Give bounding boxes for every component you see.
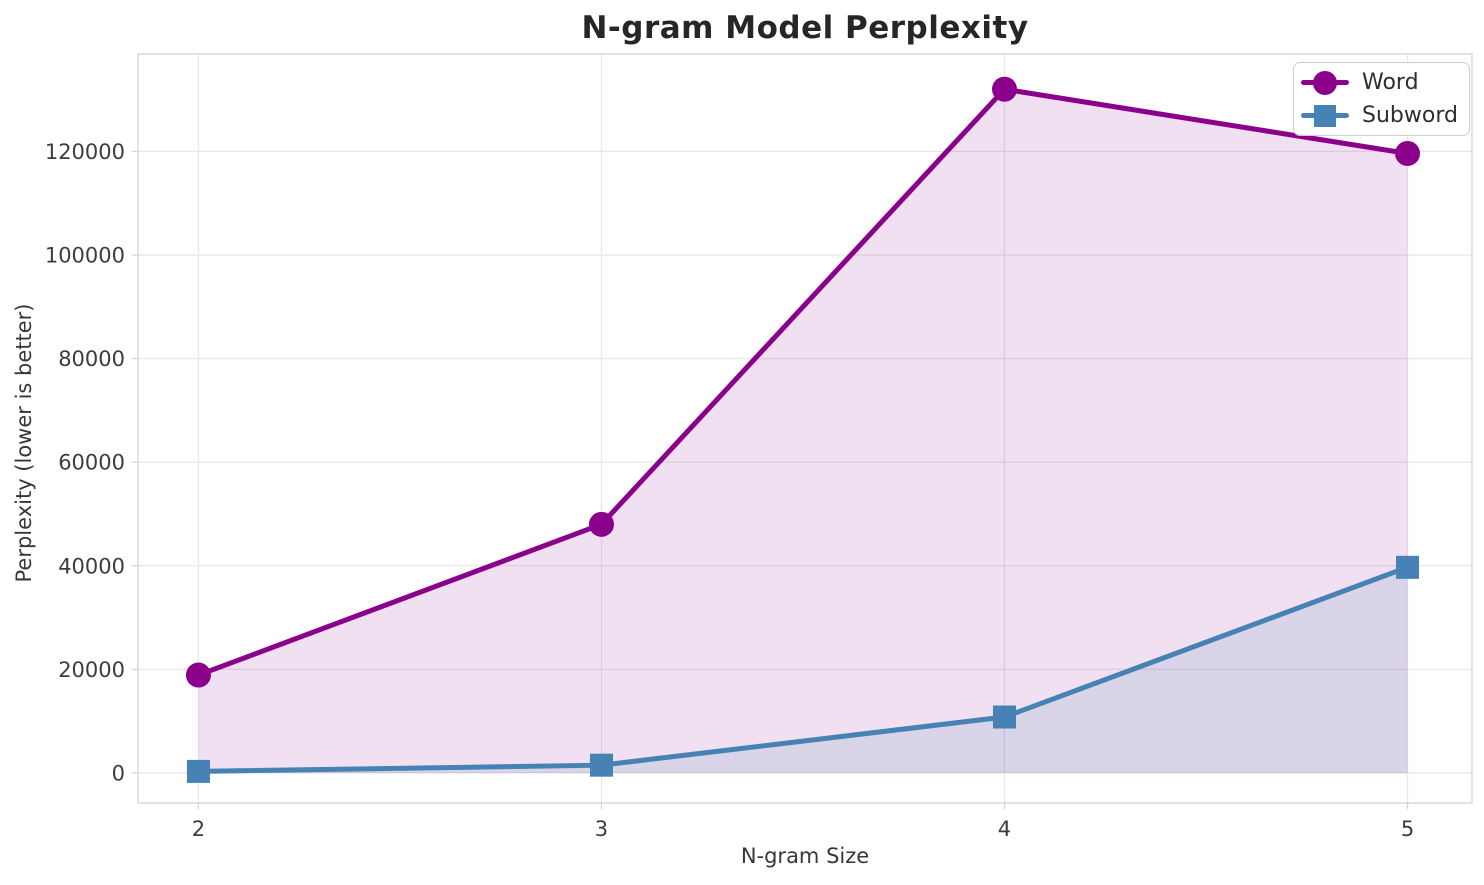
x-axis-label: N-gram Size — [740, 844, 870, 868]
y-tick-label: 60000 — [58, 451, 125, 475]
chart-title: N-gram Model Perplexity — [581, 10, 1029, 46]
word-circle-marker-icon — [1313, 70, 1337, 95]
subword-marker — [992, 705, 1016, 729]
x-tick-label: 5 — [1401, 817, 1414, 841]
subword-legend-sample — [1301, 100, 1349, 131]
word-marker — [185, 662, 211, 688]
y-tick-label: 80000 — [58, 347, 125, 371]
word-line — [195, 86, 1411, 678]
subword-marker — [186, 759, 210, 783]
legend-label-word: Word — [1362, 70, 1419, 95]
legend-item-subword: Subword — [1301, 100, 1459, 131]
legend: Word Subword — [1293, 62, 1470, 136]
subword-area — [198, 567, 1408, 773]
word-area — [198, 89, 1408, 773]
word-marker — [1395, 140, 1421, 166]
subword-line — [195, 564, 1411, 774]
legend-item-word: Word — [1301, 67, 1459, 98]
y-tick-label: 40000 — [58, 554, 125, 578]
word-marker — [991, 76, 1017, 102]
subword-marker — [589, 753, 613, 777]
y-tick-label: 0 — [112, 761, 125, 785]
x-tick-label: 3 — [595, 817, 608, 841]
subword-marker — [1396, 555, 1420, 579]
y-axis-label: Perplexity (lower is better) — [12, 303, 36, 583]
y-tick-label: 120000 — [45, 140, 125, 164]
y-tick-label: 100000 — [45, 243, 125, 267]
plot-border — [137, 53, 1473, 804]
word-legend-sample — [1301, 67, 1349, 98]
x-tick-label: 4 — [998, 817, 1011, 841]
legend-label-subword: Subword — [1362, 103, 1458, 128]
word-marker — [588, 511, 614, 537]
subword-square-marker-icon — [1314, 104, 1336, 127]
x-tick-label: 2 — [192, 817, 205, 841]
y-tick-label: 20000 — [58, 658, 125, 682]
